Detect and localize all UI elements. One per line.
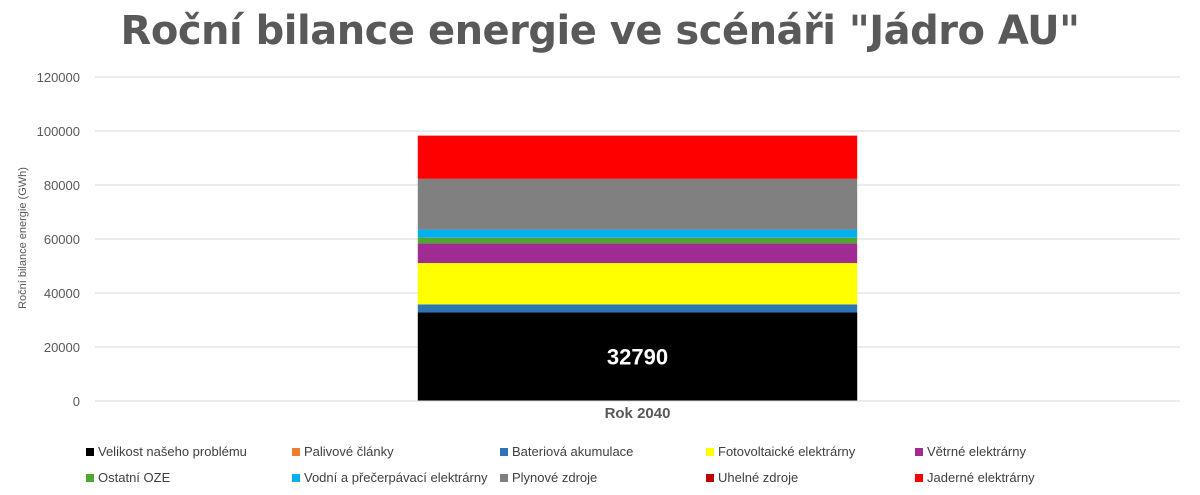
- legend-swatch: [706, 473, 714, 482]
- bar-segment-vodní-a-přečerpávací-elektrárny: [417, 229, 858, 238]
- legend-swatch: [915, 473, 923, 482]
- bar-segment-velikost-našeho-problému: [417, 312, 858, 401]
- chart-title: Roční bilance energie ve scénáři "Jádro …: [120, 8, 1080, 54]
- bar-segment-větrné-elektrárny: [417, 243, 858, 264]
- legend-swatch: [500, 447, 508, 456]
- legend-swatch: [292, 447, 300, 456]
- x-category-label: Rok 2040: [605, 405, 671, 422]
- legend-item: Uhelné zdroje: [706, 470, 798, 485]
- y-tick-label: 60000: [44, 232, 80, 247]
- y-axis-label: Roční bilance energie (GWh): [17, 167, 29, 309]
- legend-label: Uhelné zdroje: [718, 470, 799, 485]
- legend-label: Ostatní OZE: [98, 470, 171, 485]
- legend-swatch: [706, 447, 714, 456]
- legend-item: Velikost našeho problému: [86, 444, 247, 459]
- legend-item: Ostatní OZE: [86, 470, 170, 485]
- legend-swatch: [86, 473, 94, 482]
- data-labels: 32790: [607, 345, 668, 370]
- legend-swatch: [86, 447, 94, 456]
- bar-segment-plynové-zdroje: [417, 178, 858, 230]
- y-tick-label: 80000: [44, 178, 80, 193]
- y-tick-label: 100000: [37, 124, 80, 139]
- legend-item: Větrné elektrárny: [915, 444, 1026, 459]
- bar-segment-bateriová-akumulace: [417, 304, 858, 313]
- legend-item: Fotovoltaické elektrárny: [706, 444, 855, 459]
- x-axis-category-labels: Rok 2040: [605, 405, 671, 422]
- legend-label: Velikost našeho problému: [98, 444, 247, 459]
- legend-label: Jaderné elektrárny: [927, 470, 1035, 485]
- data-label: 32790: [607, 345, 668, 370]
- legend-item: Plynové zdroje: [500, 470, 597, 485]
- legend-label: Větrné elektrárny: [927, 444, 1026, 459]
- y-tick-label: 120000: [37, 70, 80, 85]
- y-tick-label: 0: [73, 394, 80, 409]
- stacked-bar-chart: 0 20000 40000 60000 80000 100000 120000 Roční …: [17, 70, 1180, 422]
- legend-item: Jaderné elektrárny: [915, 470, 1035, 485]
- bar-segments: [417, 135, 858, 401]
- legend-item: Palivové články: [292, 444, 394, 459]
- legend-label: Plynové zdroje: [512, 470, 598, 485]
- y-tick-label: 40000: [44, 286, 80, 301]
- legend-label: Palivové články: [304, 444, 394, 459]
- bar-segment-ostatní-oze: [417, 237, 858, 244]
- legend-label: Vodní a přečerpávací elektrárny: [304, 470, 488, 485]
- y-tick-label: 20000: [44, 340, 80, 355]
- bar-segment-fotovoltaické-elektrárny: [417, 263, 858, 305]
- legend-item: Vodní a přečerpávací elektrárny: [292, 470, 488, 485]
- y-axis-tick-labels: 0 20000 40000 60000 80000 100000 120000: [37, 70, 80, 409]
- legend-label: Fotovoltaické elektrárny: [718, 444, 856, 459]
- legend-swatch: [500, 473, 508, 482]
- bar-segment-jaderné-elektrárny: [417, 135, 858, 179]
- legend-label: Bateriová akumulace: [512, 444, 634, 459]
- legend-item: Bateriová akumulace: [500, 444, 633, 459]
- legend-swatch: [915, 447, 923, 456]
- legend-swatch: [292, 473, 300, 482]
